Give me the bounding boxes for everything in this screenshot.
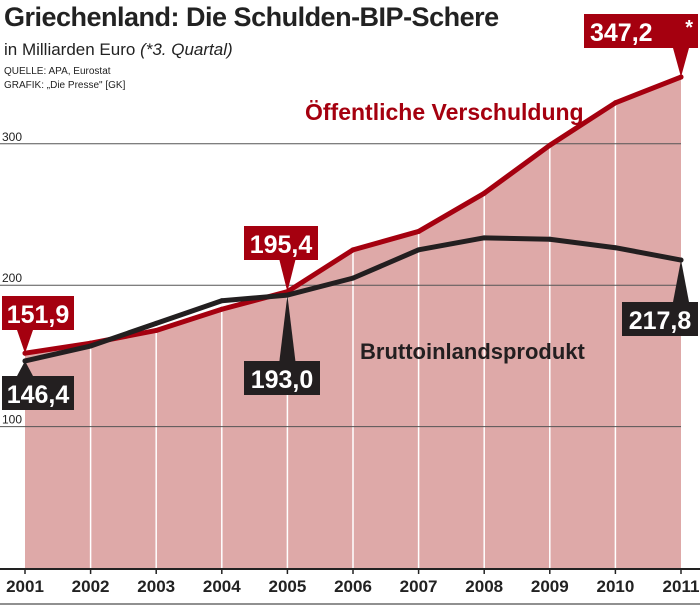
y-tick-label: 100 (2, 413, 22, 427)
x-tick-label: 2007 (400, 577, 438, 596)
gdp-point (416, 247, 422, 253)
subtitle-note: (*3. Quartal) (140, 40, 233, 59)
callout-box (584, 14, 698, 48)
debt-point (547, 142, 553, 148)
x-tick-label: 2009 (531, 577, 569, 596)
series-label-gdp: Bruttoinlandsprodukt (360, 339, 586, 364)
callout-label: 195,4 (250, 231, 313, 259)
gdp-point (350, 275, 356, 281)
callout-label: 193,0 (251, 366, 314, 394)
gdp-point (612, 245, 618, 251)
callout-box (244, 226, 318, 260)
gdp-point (547, 236, 553, 242)
debt-point (481, 190, 487, 196)
debt-point (612, 100, 618, 106)
chart-subtitle: in Milliarden Euro (*3. Quartal) (4, 40, 233, 60)
source-text: QUELLE: APA, Eurostat (4, 66, 111, 77)
gdp-point (219, 298, 225, 304)
callout-pointer (673, 260, 689, 302)
callout-pointer (17, 360, 33, 376)
debt-point (153, 327, 159, 333)
debt-point (416, 228, 422, 234)
callout-box (2, 296, 74, 330)
x-tick-label: 2005 (268, 577, 306, 596)
series-label-debt: Öffentliche Verschuldung (305, 99, 584, 125)
gdp-point (481, 235, 487, 241)
x-tick-label: 2001 (6, 577, 44, 596)
callout-label: 347,2 (590, 19, 653, 47)
x-tick-label: 2010 (596, 577, 634, 596)
y-tick-label: 300 (2, 130, 22, 144)
callout-box (2, 376, 74, 410)
gdp-point (153, 320, 159, 326)
x-tick-label: 2006 (334, 577, 372, 596)
x-tick-label: 2011 (663, 577, 700, 596)
x-tick-label: 2003 (137, 577, 175, 596)
callout-asterisk: * (685, 17, 693, 39)
debt-point (350, 247, 356, 253)
credit-text: GRAFIK: „Die Presse" [GK] (4, 80, 126, 91)
callout-label: 151,9 (7, 301, 70, 329)
chart-title: Griechenland: Die Schulden-BIP-Schere (4, 2, 499, 32)
callout-pointer (17, 330, 33, 354)
callout-box (244, 361, 320, 395)
callout-pointer (673, 48, 689, 78)
subtitle-text: in Milliarden Euro (4, 40, 136, 59)
debt-point (219, 306, 225, 312)
callout-label: 146,4 (7, 381, 70, 409)
callout-label: 217,8 (629, 307, 692, 335)
callout-box (622, 302, 698, 336)
gdp-point (88, 343, 94, 349)
x-tick-label: 2002 (72, 577, 110, 596)
y-tick-label: 200 (2, 271, 22, 285)
callout-pointer (279, 260, 296, 292)
x-tick-label: 2004 (203, 577, 241, 596)
x-tick-label: 2008 (465, 577, 503, 596)
callout-pointer (279, 295, 296, 361)
